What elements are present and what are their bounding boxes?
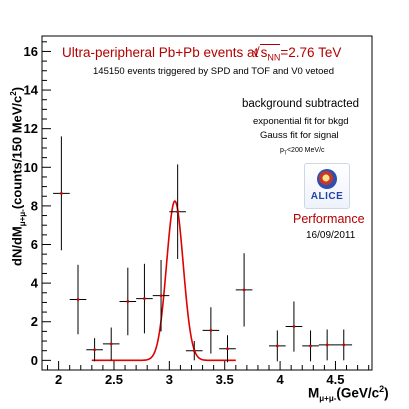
data-marker bbox=[59, 191, 63, 195]
data-point bbox=[119, 267, 137, 336]
data-marker bbox=[159, 294, 163, 298]
data-marker bbox=[76, 298, 80, 301]
data-marker bbox=[292, 325, 296, 328]
alice-logo-text: ALICE bbox=[310, 191, 344, 202]
data-marker bbox=[275, 344, 279, 348]
alice-globe-icon bbox=[317, 169, 337, 189]
data-point bbox=[318, 329, 336, 361]
x-axis-label: Mμ+μ-(GeV/c2) bbox=[308, 384, 389, 404]
data-point bbox=[202, 307, 220, 354]
y-axis-label: dN/dMμ+μ-(counts/150 MeV/c2) bbox=[9, 86, 27, 266]
data-marker bbox=[342, 343, 346, 347]
data-marker bbox=[176, 210, 180, 214]
plot-frame bbox=[41, 35, 373, 371]
data-marker bbox=[143, 297, 146, 300]
annotation-pt-cut: pT<200 MeV/c bbox=[280, 147, 325, 157]
y-tick-label: 14 bbox=[24, 83, 39, 98]
data-point bbox=[285, 301, 303, 352]
annotation-gauss-fit: Gauss fit for signal bbox=[260, 130, 339, 141]
data-point bbox=[53, 136, 70, 251]
chart-title: Ultra-peripheral Pb+Pb events atsNN=2.76… bbox=[62, 44, 341, 63]
y-tick-label: 2 bbox=[31, 314, 38, 329]
y-tick-label: 8 bbox=[31, 198, 38, 213]
x-tick-label: 2.5 bbox=[105, 372, 123, 387]
data-marker bbox=[126, 300, 130, 303]
x-tick-label: 3 bbox=[166, 372, 173, 387]
y-tick-label: 10 bbox=[24, 160, 38, 175]
annotation-exponential-fit: exponential fit for bkgd bbox=[253, 116, 349, 127]
data-point bbox=[152, 259, 170, 332]
data-point bbox=[185, 341, 203, 361]
data-point bbox=[335, 329, 353, 361]
data-marker bbox=[226, 347, 229, 351]
data-point bbox=[302, 330, 319, 362]
x-tick-label: 2 bbox=[55, 372, 62, 387]
data-marker bbox=[93, 348, 97, 352]
x-tick-label: 3.5 bbox=[216, 372, 234, 387]
data-point bbox=[86, 338, 103, 362]
y-tick-label: 4 bbox=[31, 276, 39, 291]
data-point bbox=[235, 253, 253, 327]
data-point bbox=[219, 335, 236, 363]
data-marker bbox=[209, 329, 213, 332]
y-tick-label: 0 bbox=[31, 353, 38, 368]
data-point bbox=[169, 164, 186, 259]
y-tick-label: 16 bbox=[24, 44, 38, 59]
data-marker bbox=[242, 288, 246, 292]
y-tick-label: 6 bbox=[31, 237, 38, 252]
chart-subtitle: 145150 events triggered by SPD and TOF a… bbox=[93, 66, 335, 77]
x-tick-label: 4 bbox=[276, 372, 284, 387]
y-tick-label: 12 bbox=[24, 121, 38, 136]
date-label: 16/09/2011 bbox=[306, 230, 356, 241]
data-marker bbox=[192, 349, 196, 353]
data-point bbox=[269, 330, 286, 362]
data-point bbox=[69, 264, 87, 335]
data-marker bbox=[109, 342, 113, 346]
data-marker bbox=[309, 344, 312, 348]
alice-logo: ALICE bbox=[304, 163, 350, 209]
x-tick-label: 4.5 bbox=[326, 372, 344, 387]
data-marker bbox=[325, 343, 329, 347]
gauss-fit-curve bbox=[91, 200, 236, 362]
data-point bbox=[136, 263, 153, 334]
annotation-background-subtracted: background subtracted bbox=[242, 98, 359, 110]
data-point bbox=[102, 327, 120, 361]
performance-label: Performance bbox=[293, 212, 365, 226]
